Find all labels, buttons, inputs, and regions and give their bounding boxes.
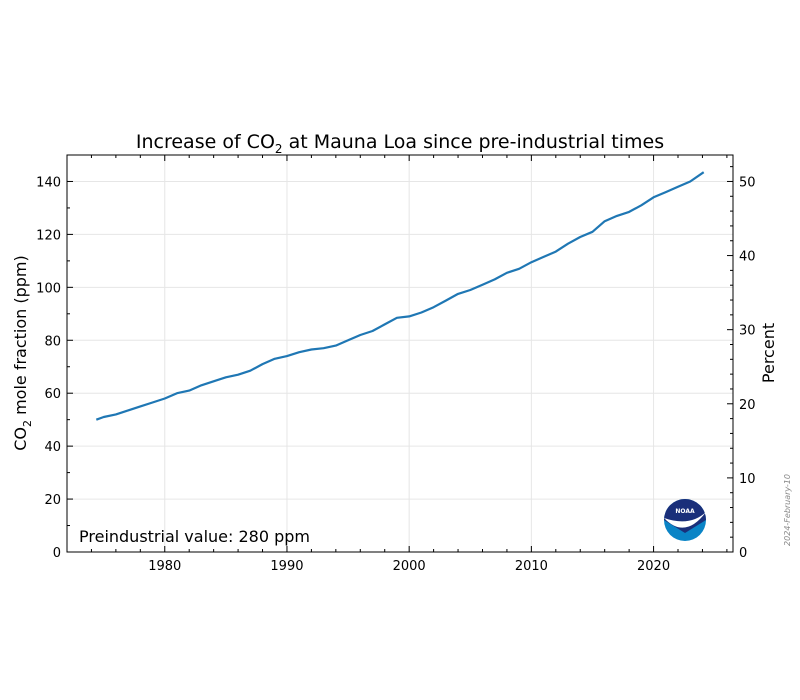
noaa-logo-text: NOAA [675,508,695,515]
chart-title: Increase of CO2 at Mauna Loa since pre-i… [136,131,664,156]
y2-tick-label: 50 [739,175,756,190]
y2-tick-label: 30 [739,324,756,339]
y-tick-label: 140 [36,175,61,190]
grid [67,155,733,553]
axis-tick-labels: 1980 1990 2000 2010 2020 0 20 40 60 80 100 120 140 0 1… [36,175,755,574]
y2-axis-label: Percent [759,323,778,383]
y2-tick-label: 40 [739,250,756,265]
y2-tick-label: 0 [739,546,747,561]
x-tick-label: 1990 [270,559,303,574]
x-tick-label: 2000 [393,559,426,574]
x-tick-label: 2010 [515,559,548,574]
co2-series-line [95,171,705,421]
y-tick-label: 60 [44,387,61,402]
x-tick-label: 1980 [148,559,181,574]
y-tick-label: 40 [44,440,61,455]
y-tick-label: 20 [44,493,61,508]
preindustrial-annotation: Preindustrial value: 280 ppm [79,527,310,546]
axis-ticks [67,155,733,553]
date-stamp: 2024-February-10 [783,474,792,546]
plot-frame [66,154,734,553]
y-tick-label: 0 [53,546,61,561]
x-tick-label: 2020 [637,559,670,574]
y2-tick-label: 20 [739,398,756,413]
y2-tick-label: 10 [739,472,756,487]
noaa-logo-icon: NOAA [664,499,706,541]
y-axis-label: CO2 mole fraction (ppm) [11,255,34,451]
series-lines [95,171,705,421]
y-tick-label: 100 [36,281,61,296]
y-tick-label: 120 [36,228,61,243]
y-tick-label: 80 [44,334,61,349]
